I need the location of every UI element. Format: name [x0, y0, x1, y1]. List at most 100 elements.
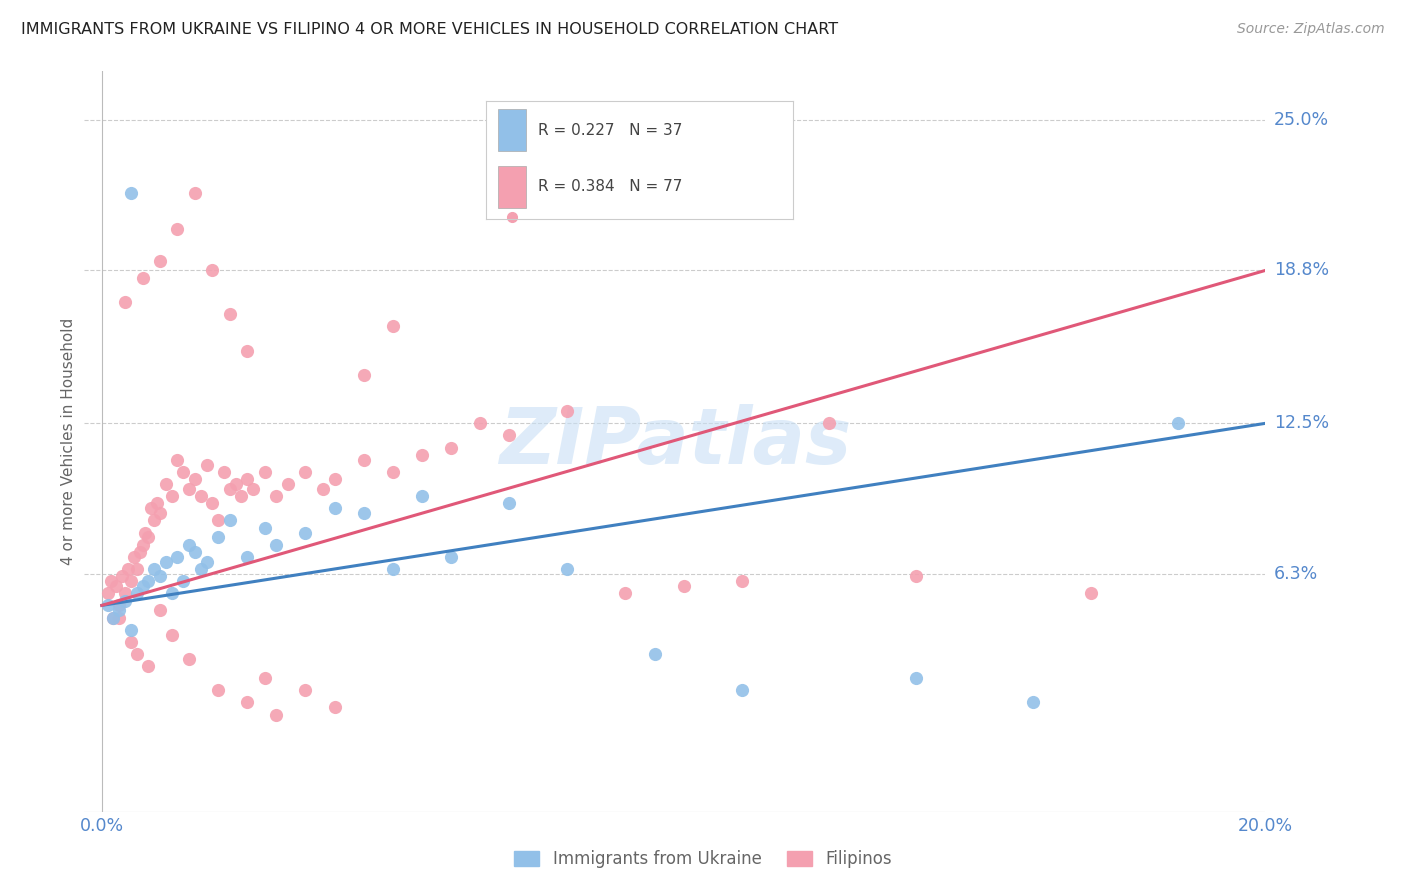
Point — [201, 496, 224, 510]
Point — [108, 599, 131, 613]
Legend: Immigrants from Ukraine, Filipinos: Immigrants from Ukraine, Filipinos — [508, 844, 898, 875]
Text: Source: ZipAtlas.com: Source: ZipAtlas.com — [1237, 22, 1385, 37]
Point — [207, 513, 229, 527]
Point — [143, 562, 166, 576]
Point — [207, 683, 229, 698]
Point — [266, 707, 288, 722]
Point — [105, 579, 128, 593]
Point — [253, 521, 276, 535]
Point — [131, 538, 153, 552]
Text: 0.0%: 0.0% — [80, 816, 124, 835]
Point — [166, 549, 188, 564]
Point — [138, 659, 160, 673]
Text: 18.8%: 18.8% — [1274, 261, 1329, 279]
Point — [190, 489, 212, 503]
Point — [381, 465, 404, 479]
Point — [207, 530, 229, 544]
Point — [294, 465, 316, 479]
Point — [100, 574, 122, 588]
Point — [149, 603, 172, 617]
Point — [125, 647, 148, 661]
Point — [166, 452, 188, 467]
Point — [131, 579, 153, 593]
Point — [166, 222, 188, 236]
Point — [323, 700, 346, 714]
Text: 12.5%: 12.5% — [1274, 415, 1329, 433]
Point — [498, 496, 520, 510]
Point — [108, 610, 131, 624]
Point — [138, 530, 160, 544]
Point — [212, 465, 235, 479]
Point — [294, 525, 316, 540]
Point — [97, 599, 120, 613]
Point — [468, 417, 491, 431]
Point — [555, 404, 578, 418]
Point — [731, 574, 754, 588]
Point — [120, 574, 142, 588]
Point — [177, 482, 200, 496]
Point — [411, 489, 433, 503]
Point — [218, 482, 240, 496]
Text: ZIPatlas: ZIPatlas — [499, 403, 851, 480]
Point — [149, 506, 172, 520]
Point — [225, 477, 247, 491]
Point — [114, 586, 136, 600]
Point — [97, 586, 120, 600]
Point — [312, 482, 335, 496]
Point — [184, 545, 207, 559]
Text: IMMIGRANTS FROM UKRAINE VS FILIPINO 4 OR MORE VEHICLES IN HOUSEHOLD CORRELATION : IMMIGRANTS FROM UKRAINE VS FILIPINO 4 OR… — [21, 22, 838, 37]
Point — [231, 489, 253, 503]
Point — [555, 562, 578, 576]
Point — [141, 501, 163, 516]
Point — [160, 586, 183, 600]
Point — [103, 610, 125, 624]
Point — [353, 452, 375, 467]
Point — [672, 579, 695, 593]
Point — [266, 489, 288, 503]
Point — [155, 555, 177, 569]
Point — [184, 472, 207, 486]
Point — [644, 647, 666, 661]
Point — [111, 569, 134, 583]
Point — [381, 319, 404, 334]
Point — [323, 501, 346, 516]
Point — [218, 307, 240, 321]
Point — [905, 569, 928, 583]
Point — [381, 562, 404, 576]
Point — [1080, 586, 1102, 600]
Point — [353, 506, 375, 520]
Point — [323, 472, 346, 486]
Point — [131, 270, 153, 285]
Point — [117, 562, 139, 576]
Point — [172, 465, 194, 479]
Point — [266, 538, 288, 552]
Point — [440, 549, 463, 564]
Y-axis label: 4 or more Vehicles in Household: 4 or more Vehicles in Household — [60, 318, 76, 566]
Point — [731, 683, 754, 698]
Point — [149, 253, 172, 268]
Point — [177, 652, 200, 666]
Point — [236, 696, 259, 710]
Text: 20.0%: 20.0% — [1237, 816, 1294, 835]
Point — [114, 295, 136, 310]
Point — [236, 549, 259, 564]
Point — [184, 186, 207, 200]
Point — [242, 482, 264, 496]
Point — [236, 343, 259, 358]
Point — [160, 627, 183, 641]
Point — [190, 562, 212, 576]
Point — [134, 525, 156, 540]
Point — [614, 586, 637, 600]
Point — [1167, 417, 1189, 431]
Point — [498, 428, 520, 442]
Point — [120, 186, 142, 200]
Point — [122, 549, 145, 564]
Point — [160, 489, 183, 503]
Point — [195, 458, 218, 472]
Point — [172, 574, 194, 588]
Point — [146, 496, 169, 510]
Point — [195, 555, 218, 569]
Point — [818, 417, 841, 431]
Point — [103, 610, 125, 624]
Point — [125, 562, 148, 576]
